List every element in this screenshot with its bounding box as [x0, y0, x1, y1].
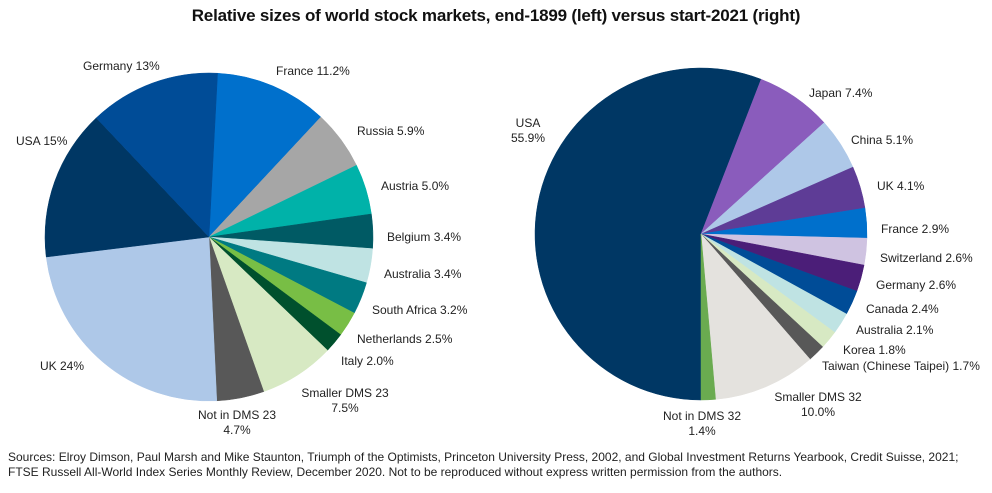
pie-slice-usa	[44, 117, 210, 258]
slice-label-china: China 5.1%	[851, 133, 913, 147]
slice-label-usa: USA 15%	[16, 134, 68, 148]
slice-label-uk: UK 24%	[40, 359, 84, 373]
pie-slice-not-in-dms-32	[700, 233, 716, 401]
slice-label-smaller-dms-32: Smaller DMS 32 10.0%	[774, 390, 862, 419]
slice-label-belgium: Belgium 3.4%	[387, 230, 461, 244]
slice-label-taiwan-chinese-taipei: Taiwan (Chinese Taipei) 1.7%	[822, 359, 980, 373]
slice-label-usa: USA 55.9%	[511, 116, 545, 145]
slice-label-russia: Russia 5.9%	[357, 124, 425, 138]
slice-label-italy: Italy 2.0%	[341, 354, 394, 368]
slice-label-uk: UK 4.1%	[877, 179, 925, 193]
slice-label-not-in-dms-32: Not in DMS 32 1.4%	[663, 409, 741, 438]
slice-label-japan: Japan 7.4%	[809, 86, 873, 100]
pie-slice-usa	[534, 67, 762, 401]
slice-label-france: France 11.2%	[276, 64, 350, 78]
slice-label-switzerland: Switzerland 2.6%	[880, 251, 973, 265]
pie-start-2021: USA 55.9% Japan 7.4% China 5.1% UK 4.1% Franc…	[511, 67, 980, 438]
slice-label-korea: Korea 1.8%	[843, 343, 906, 357]
slice-label-austria: Austria 5.0%	[381, 179, 449, 193]
slice-label-france: France 2.9%	[881, 222, 949, 236]
pie-slice-germany	[95, 72, 218, 238]
pie-slice-france	[208, 72, 322, 238]
slice-label-germany: Germany 13%	[83, 59, 160, 73]
slice-label-australia: Australia 3.4%	[384, 267, 462, 281]
slice-label-australia: Australia 2.1%	[856, 323, 934, 337]
pie-slice-smaller-dms-32	[700, 233, 811, 400]
slice-label-smaller-dms-23: Smaller DMS 23 7.5%	[301, 386, 389, 415]
source-note: Sources: Elroy Dimson, Paul Marsh and Mi…	[8, 450, 959, 479]
slice-label-canada: Canada 2.4%	[866, 302, 939, 316]
slice-label-germany: Germany 2.6%	[876, 278, 956, 292]
pie-end-1899: France 11.2% Russia 5.9% Austria 5.0% Belgi…	[16, 59, 468, 437]
slice-label-netherlands: Netherlands 2.5%	[357, 332, 453, 346]
chart-title: Relative sizes of world stock markets, e…	[191, 6, 801, 25]
slice-label-not-in-dms-23: Not in DMS 23 4.7%	[198, 408, 276, 437]
slice-label-south-africa: South Africa 3.2%	[372, 303, 468, 317]
pie-slice-uk	[45, 236, 218, 402]
